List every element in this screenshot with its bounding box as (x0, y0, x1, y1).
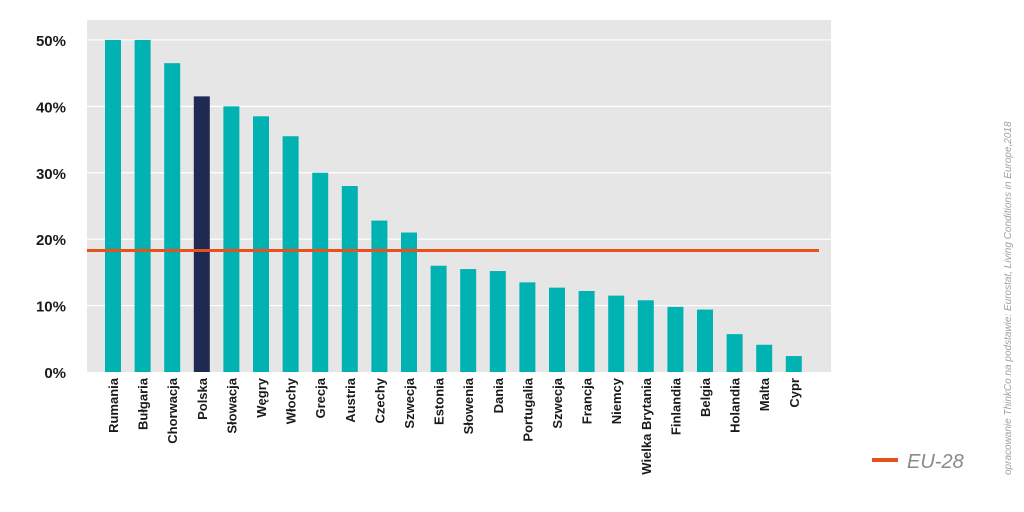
x-tick-label: Cypr (787, 378, 802, 408)
x-tick-label: Szwecja (550, 377, 565, 428)
y-tick-label: 50% (36, 33, 66, 50)
bars (105, 39, 802, 373)
x-tick-label: Holandia (728, 377, 743, 433)
bar-22 (726, 334, 743, 372)
bar-24 (785, 356, 802, 372)
x-tick-label: Słowenia (461, 377, 476, 434)
x-tick-label: Polska (195, 377, 210, 420)
bar-15 (519, 282, 536, 372)
x-tick-label: Czechy (372, 377, 387, 423)
x-axis: Rumania Bułgaria Chorwacja Polska Słowacja Wę… (106, 377, 802, 474)
source-note: opracowanie ThinkCo na podstawie: Eurost… (1003, 121, 1014, 475)
bar-23 (756, 344, 773, 372)
bar-12 (430, 265, 447, 372)
bar-16 (549, 287, 565, 372)
x-tick-label: Chorwacja (165, 377, 180, 444)
x-tick-label: Rumania (106, 377, 121, 433)
y-tick-label: 0% (44, 365, 66, 382)
x-tick-label: Szwecja (402, 377, 417, 428)
x-tick-label: Portugalia (520, 377, 535, 441)
x-tick-label: Estonia (432, 377, 447, 425)
bar-13 (460, 269, 477, 372)
bar-10 (371, 220, 388, 372)
bar-19 (637, 300, 654, 372)
x-tick-label: Grecja (313, 377, 328, 418)
bar-21 (697, 309, 713, 372)
gridlines (87, 39, 831, 307)
y-axis: 0% 10% 20% 30% 40% 50% (36, 33, 66, 382)
bar-14 (489, 271, 506, 372)
bar-9 (341, 186, 358, 372)
bar-17 (578, 290, 595, 372)
bar-2 (134, 39, 151, 372)
bar-4 (193, 96, 210, 373)
bar-3 (164, 63, 181, 373)
bar-8 (312, 172, 329, 372)
y-tick-label: 20% (36, 232, 66, 249)
x-tick-label: Malta (757, 377, 772, 411)
x-tick-label: Bułgaria (136, 377, 151, 430)
x-tick-label: Niemcy (609, 377, 624, 424)
y-tick-label: 40% (36, 99, 66, 116)
x-tick-label: Słowacja (224, 377, 239, 433)
x-tick-label: Dania (491, 377, 506, 413)
x-tick-label: Węgry (254, 377, 269, 418)
legend-label: EU-28 (907, 451, 964, 473)
x-tick-label: Włochy (284, 377, 299, 424)
bar-5 (223, 106, 240, 372)
bar-18 (608, 295, 625, 372)
bar-11 (401, 232, 417, 372)
x-tick-label: Wielka Brytania (639, 377, 654, 474)
bar-7 (282, 136, 299, 372)
x-tick-label: Francja (580, 377, 595, 424)
y-tick-label: 10% (36, 299, 66, 316)
legend: EU-28 (872, 451, 964, 473)
x-tick-label: Austria (343, 377, 358, 423)
x-tick-label: Finlandia (668, 377, 683, 435)
bar-6 (253, 116, 269, 373)
bar-20 (667, 306, 684, 372)
y-tick-label: 30% (36, 166, 66, 183)
bar-1 (105, 39, 121, 372)
x-tick-label: Belgia (698, 377, 713, 417)
